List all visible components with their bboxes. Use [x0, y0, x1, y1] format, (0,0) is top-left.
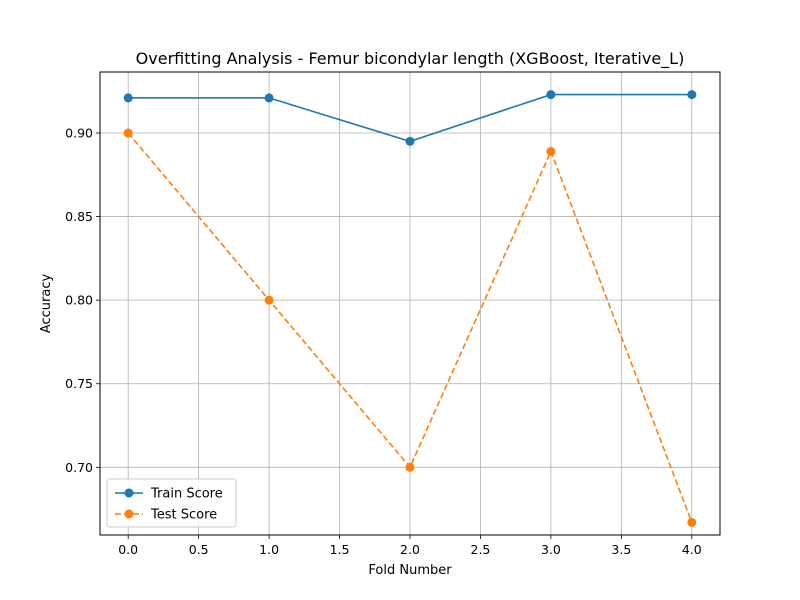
data-point	[264, 93, 274, 103]
y-tick-label: 0.90	[65, 126, 93, 141]
x-tick-label: 2.0	[400, 542, 420, 557]
y-tick-label: 0.75	[65, 376, 93, 391]
y-tick-label: 0.80	[65, 293, 93, 308]
legend-label: Test Score	[150, 508, 217, 523]
data-point	[546, 90, 556, 100]
legend-swatch-marker	[124, 488, 134, 498]
series-train-score	[123, 90, 697, 146]
data-point	[687, 90, 697, 100]
x-tick-label: 1.0	[259, 542, 279, 557]
data-point	[687, 517, 697, 527]
legend-swatch-marker	[124, 509, 134, 519]
ticks: 0.0 0.5 1.0 1.5 2.0 2.5 3.0 3.5 4.0 0.70 0.75 0.80 0…	[65, 126, 702, 557]
data-point	[405, 136, 415, 146]
x-axis-label: Fold Number	[368, 563, 452, 578]
x-tick-label: 1.5	[330, 542, 350, 557]
x-tick-label: 3.5	[611, 542, 631, 557]
data-point	[123, 93, 133, 103]
data-point	[264, 295, 274, 305]
data-point	[405, 462, 415, 472]
legend: Train Score Test Score	[106, 478, 237, 528]
y-axis-label: Accuracy	[39, 274, 54, 334]
legend-item: Test Score	[115, 508, 217, 523]
x-tick-label: 4.0	[682, 542, 702, 557]
chart-title: Overfitting Analysis - Femur bicondylar …	[136, 49, 685, 69]
series-test-score	[123, 128, 697, 527]
x-tick-label: 0.0	[118, 542, 138, 557]
y-tick-label: 0.85	[65, 209, 93, 224]
x-tick-label: 2.5	[471, 542, 491, 557]
series-layer	[123, 90, 697, 527]
data-point	[546, 146, 556, 156]
data-point	[123, 128, 133, 138]
x-tick-label: 0.5	[189, 542, 209, 557]
legend-box	[106, 478, 237, 528]
x-tick-label: 3.0	[541, 542, 561, 557]
legend-item: Train Score	[115, 487, 223, 502]
legend-label: Train Score	[150, 487, 223, 502]
y-tick-label: 0.70	[65, 460, 93, 475]
